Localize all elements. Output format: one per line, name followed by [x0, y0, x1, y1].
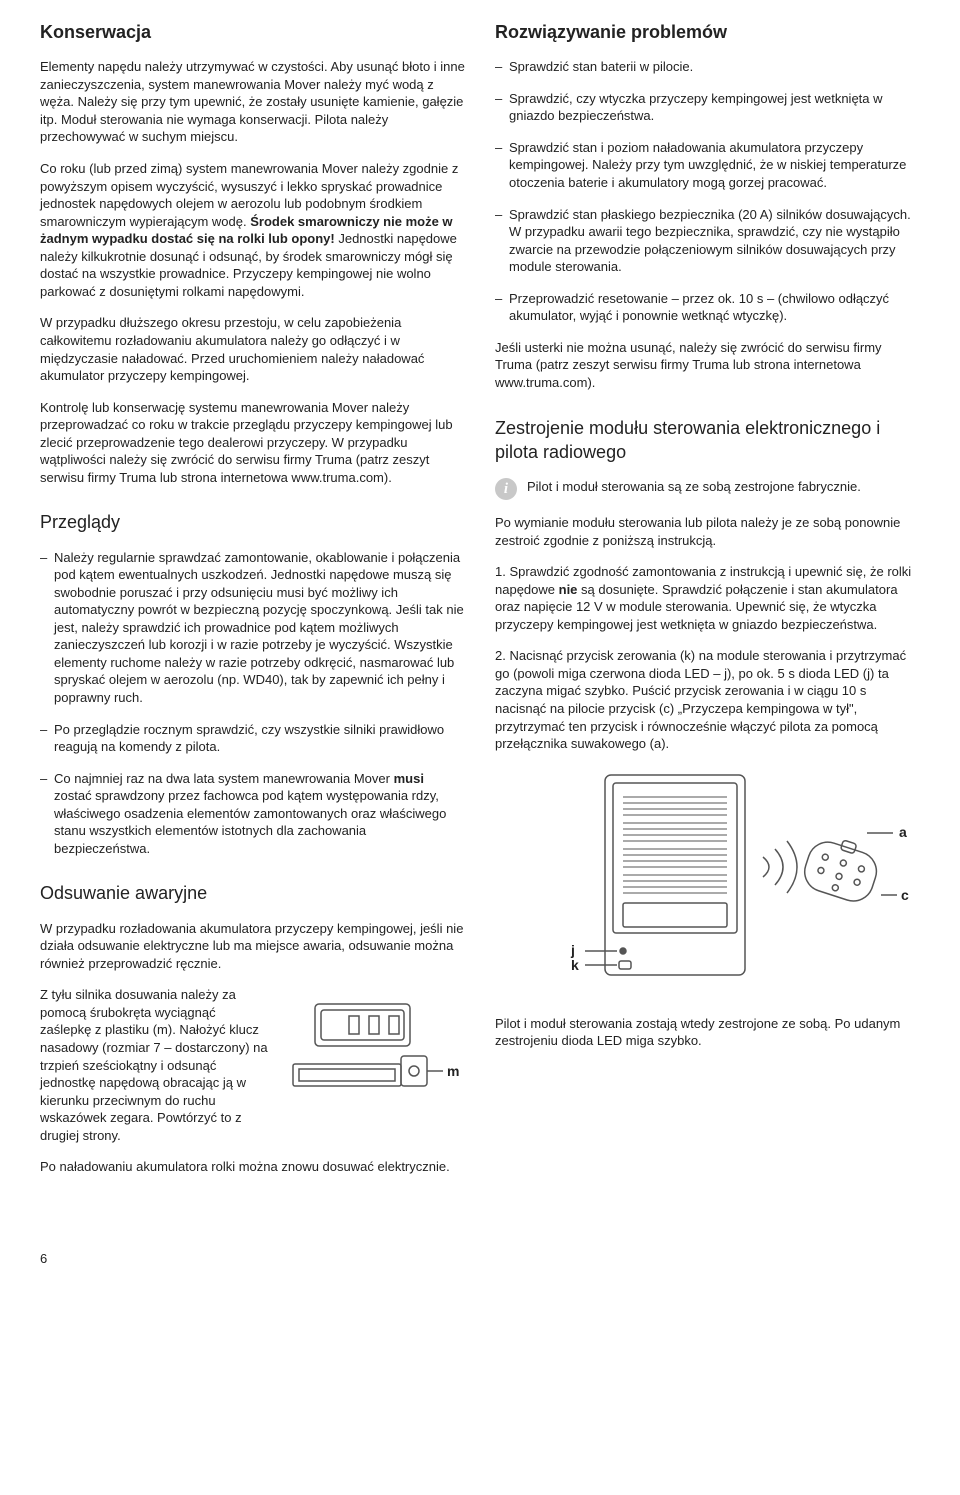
- heading-przeglady: Przeglądy: [40, 510, 465, 534]
- info-icon: i: [495, 478, 517, 500]
- para: Elementy napędu należy utrzymywać w czys…: [40, 58, 465, 146]
- para: Co roku (lub przed zimą) system manewrow…: [40, 160, 465, 300]
- para: Jeśli usterki nie można usunąć, należy s…: [495, 339, 920, 392]
- list-item: – Co najmniej raz na dwa lata system man…: [40, 770, 465, 858]
- para: Z tyłu silnika dosuwania należy za pomoc…: [40, 986, 269, 1144]
- para: Po naładowaniu akumulatora rolki można z…: [40, 1158, 465, 1176]
- text: Sprawdzić stan baterii w pilocie.: [509, 58, 920, 76]
- heading-rozwiazywanie: Rozwiązywanie problemów: [495, 20, 920, 44]
- list-item: –Sprawdzić stan płaskiego bezpiecznika (…: [495, 206, 920, 276]
- list-item: – Należy regularnie sprawdzać zamontowan…: [40, 549, 465, 707]
- heading-zestrojenie: Zestrojenie modułu sterowania elektronic…: [495, 416, 920, 465]
- list-item: –Sprawdzić stan i poziom naładowania aku…: [495, 139, 920, 192]
- text-bold: nie: [559, 582, 578, 597]
- label-m: m: [447, 1063, 459, 1079]
- list-item: –Przeprowadzić resetowanie – przez ok. 1…: [495, 290, 920, 325]
- figure-motor: m: [285, 986, 465, 1106]
- page-number: 6: [40, 1250, 920, 1268]
- text: Sprawdzić, czy wtyczka przyczepy kemping…: [509, 90, 920, 125]
- text: Przeprowadzić resetowanie – przez ok. 10…: [509, 290, 920, 325]
- list-item: –Sprawdzić, czy wtyczka przyczepy kempin…: [495, 90, 920, 125]
- label-j: j: [570, 942, 575, 958]
- para: Kontrolę lub konserwację systemu manewro…: [40, 399, 465, 487]
- heading-konserwacja: Konserwacja: [40, 20, 465, 44]
- para: W przypadku dłuższego okresu przestoju, …: [40, 314, 465, 384]
- para: 2. Nacisnąć przycisk zerowania (k) na mo…: [495, 647, 920, 752]
- heading-odsuwanie: Odsuwanie awaryjne: [40, 881, 465, 905]
- text: Sprawdzić stan i poziom naładowania akum…: [509, 139, 920, 192]
- text: zostać sprawdzony przez fachowca pod kąt…: [54, 788, 446, 856]
- figure-controller-remote: j k a c: [495, 767, 920, 997]
- para: Po wymianie modułu sterowania lub pilota…: [495, 514, 920, 549]
- text: Sprawdzić stan płaskiego bezpiecznika (2…: [509, 206, 920, 276]
- para: Pilot i moduł sterowania zostają wtedy z…: [495, 1015, 920, 1050]
- text: Należy regularnie sprawdzać zamontowanie…: [54, 549, 465, 707]
- text: Co najmniej raz na dwa lata system manew…: [54, 771, 394, 786]
- label-c: c: [901, 887, 909, 903]
- text-bold: musi: [394, 771, 424, 786]
- list-item: – Po przeglądzie rocznym sprawdzić, czy …: [40, 721, 465, 756]
- label-k: k: [571, 957, 579, 973]
- para: W przypadku rozładowania akumulatora prz…: [40, 920, 465, 973]
- text: Po przeglądzie rocznym sprawdzić, czy ws…: [54, 721, 465, 756]
- info-text: Pilot i moduł sterowania są ze sobą zest…: [527, 478, 861, 496]
- label-a: a: [899, 824, 907, 840]
- para: 1. Sprawdzić zgodność zamontowania z ins…: [495, 563, 920, 633]
- list-item: –Sprawdzić stan baterii w pilocie.: [495, 58, 920, 76]
